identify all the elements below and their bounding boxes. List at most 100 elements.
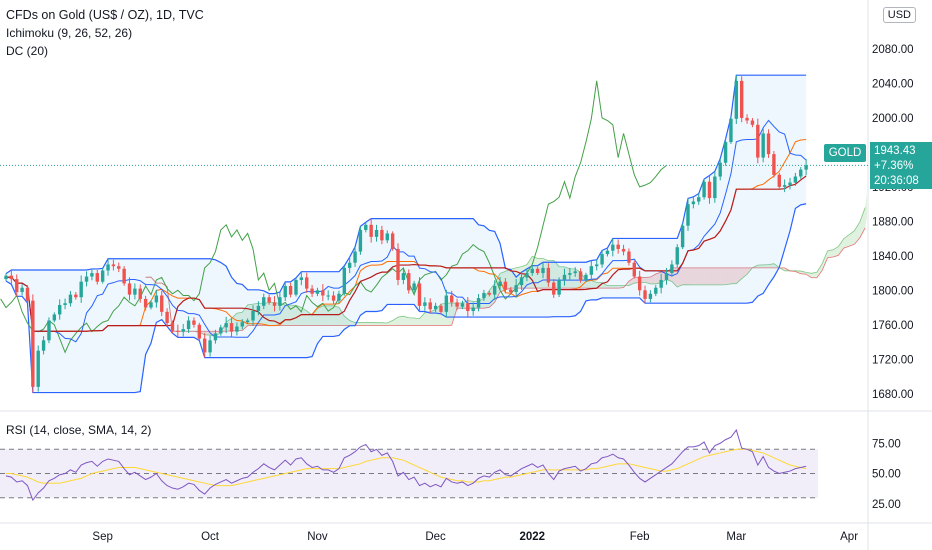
candle-body [326, 295, 330, 297]
candle-body [79, 281, 83, 298]
kumo-segment [827, 249, 833, 258]
candle-body [589, 266, 594, 275]
ichimoku-legend[interactable]: Ichimoku (9, 26, 52, 26) [6, 26, 133, 40]
price-change: +7.36% [874, 160, 914, 172]
kumo-segment [682, 267, 688, 285]
candle-body [170, 323, 175, 331]
candle-body [342, 267, 347, 294]
candle-body [176, 330, 180, 332]
candle-body [272, 302, 277, 306]
kumo-segment [349, 320, 356, 326]
kumo-segment [392, 317, 399, 326]
kumo-segment [720, 267, 726, 285]
kumo-segment [725, 267, 731, 285]
time-tick-label: Apr [840, 531, 858, 543]
symbol-title[interactable]: CFDs on Gold (US$ / OZ), 1D, TVC [6, 8, 204, 22]
kumo-segment [585, 280, 592, 289]
candle-body [160, 295, 164, 312]
kumo-segment [645, 277, 651, 284]
candle-body [278, 297, 282, 306]
kumo-segment [591, 280, 597, 289]
candle-body [772, 154, 776, 175]
candle-body [321, 290, 325, 296]
candle-body [739, 80, 744, 118]
price-tick-label: 1880.00 [872, 216, 914, 228]
candle-body [149, 302, 153, 308]
rsi-legend[interactable]: RSI (14, close, SMA, 14, 2) [6, 423, 152, 437]
candle-body [224, 323, 228, 328]
candle-body [52, 314, 57, 321]
candle-body [374, 229, 379, 237]
candle-body [482, 292, 486, 299]
candle-body [262, 297, 266, 306]
ichimoku-cloud [145, 191, 867, 337]
kumo-segment [816, 263, 823, 278]
bar-countdown: 20:36:08 [874, 175, 919, 187]
kumo-segment [822, 250, 828, 271]
candle-body [90, 273, 94, 277]
candle-body [680, 225, 685, 248]
candle-body [390, 233, 395, 249]
candle-body [632, 262, 636, 277]
donchian-legend[interactable]: DC (20) [6, 44, 49, 58]
candle-body [643, 290, 647, 299]
candle-body [723, 142, 728, 163]
donchian-channel [5, 74, 807, 394]
candle-body [766, 133, 771, 155]
candle-body [310, 288, 314, 294]
candle-body [192, 320, 196, 325]
rsi-tick-label: 50.00 [872, 469, 901, 481]
candle-body [595, 264, 599, 267]
currency-button[interactable]: USD [882, 7, 916, 23]
candle-body [197, 324, 202, 339]
candle-body [718, 162, 722, 177]
kumo-segment [398, 316, 404, 326]
kumo-segment [854, 221, 860, 245]
candle-body [36, 350, 40, 387]
price-tick-label: 1840.00 [872, 251, 914, 263]
candle-body [557, 279, 561, 295]
candle-body [552, 282, 556, 295]
kumo-segment [344, 316, 350, 326]
kumo-segment [693, 267, 699, 285]
kumo-segment [381, 322, 388, 326]
candle-body [235, 326, 239, 332]
symbol-tag: GOLD [824, 144, 866, 162]
candle-body [138, 288, 142, 299]
candle-body [476, 298, 481, 308]
candle-body [788, 182, 792, 186]
candle-body [584, 274, 588, 280]
kumo-segment [709, 267, 715, 285]
candle-body [245, 320, 250, 323]
candle-body [154, 295, 159, 303]
candle-body [417, 283, 422, 306]
candle-body [385, 233, 389, 241]
donchian-upper [5, 74, 807, 295]
candle-body [4, 275, 8, 280]
candle-body [777, 174, 781, 187]
candle-body [686, 204, 690, 226]
time-tick-label: Nov [307, 531, 328, 543]
candle-body [31, 300, 35, 387]
kumo-segment [698, 267, 705, 285]
kumo-segment [714, 267, 721, 285]
candle-body [471, 307, 475, 312]
kumo-segment [757, 264, 764, 268]
rsi-panel [0, 428, 818, 502]
candle-body [750, 120, 755, 125]
kumo-segment [317, 305, 323, 326]
time-tick-label: 2022 [519, 531, 545, 543]
candle-body [229, 323, 234, 332]
kumo-segment [312, 308, 318, 326]
price-tick-label: 1680.00 [872, 389, 914, 401]
time-tick-label: Feb [630, 531, 650, 543]
kumo-segment [360, 322, 366, 326]
candle-body [423, 302, 427, 306]
kumo-segment [333, 305, 339, 326]
price-tick-label: 2000.00 [872, 113, 914, 125]
candle-body [15, 279, 19, 293]
candle-body [127, 283, 132, 295]
kumo-segment [371, 322, 377, 326]
candle-body [95, 273, 99, 282]
